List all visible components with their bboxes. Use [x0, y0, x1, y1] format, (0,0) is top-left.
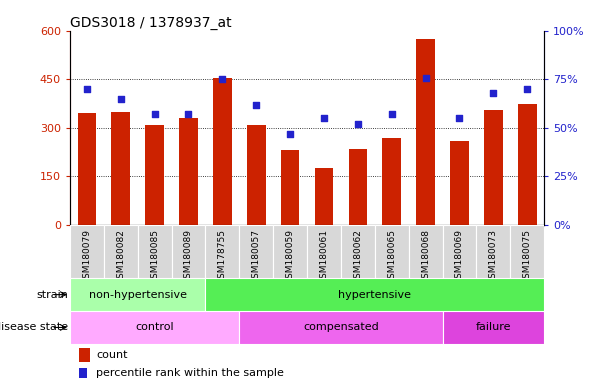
- Point: [251, 102, 261, 108]
- Bar: [213, 78, 232, 225]
- Bar: [315, 168, 333, 225]
- Bar: [443, 311, 544, 344]
- Point: [455, 115, 465, 121]
- Bar: [240, 311, 443, 344]
- Bar: [450, 141, 469, 225]
- Bar: [307, 225, 341, 278]
- Bar: [206, 225, 240, 278]
- Text: non-hypertensive: non-hypertensive: [89, 290, 187, 300]
- Bar: [80, 368, 87, 378]
- Text: GSM180061: GSM180061: [319, 229, 328, 284]
- Text: GSM180082: GSM180082: [116, 229, 125, 284]
- Text: GSM180073: GSM180073: [489, 229, 498, 284]
- Bar: [416, 39, 435, 225]
- Text: strain: strain: [36, 290, 68, 300]
- Text: hypertensive: hypertensive: [338, 290, 411, 300]
- Text: GSM180068: GSM180068: [421, 229, 430, 284]
- Point: [184, 111, 193, 118]
- Bar: [518, 104, 536, 225]
- Point: [116, 96, 126, 102]
- Bar: [171, 225, 206, 278]
- Point: [488, 90, 498, 96]
- Text: GSM180065: GSM180065: [387, 229, 396, 284]
- Bar: [70, 311, 240, 344]
- Text: percentile rank within the sample: percentile rank within the sample: [96, 368, 284, 378]
- Bar: [409, 225, 443, 278]
- Text: GSM180062: GSM180062: [353, 229, 362, 284]
- Bar: [510, 225, 544, 278]
- Text: GSM180089: GSM180089: [184, 229, 193, 284]
- Text: disease state: disease state: [0, 323, 68, 333]
- Point: [353, 121, 363, 127]
- Bar: [145, 125, 164, 225]
- Text: GDS3018 / 1378937_at: GDS3018 / 1378937_at: [70, 16, 232, 30]
- Point: [319, 115, 329, 121]
- Point: [522, 86, 532, 92]
- Text: GSM180075: GSM180075: [523, 229, 532, 284]
- Bar: [70, 225, 104, 278]
- Bar: [382, 137, 401, 225]
- Bar: [375, 225, 409, 278]
- Text: GSM178755: GSM178755: [218, 229, 227, 284]
- Text: GSM180069: GSM180069: [455, 229, 464, 284]
- Bar: [70, 278, 206, 311]
- Bar: [341, 225, 375, 278]
- Bar: [78, 113, 96, 225]
- Bar: [111, 112, 130, 225]
- Bar: [348, 149, 367, 225]
- Bar: [273, 225, 307, 278]
- Text: GSM180059: GSM180059: [286, 229, 295, 284]
- Point: [82, 86, 92, 92]
- Bar: [484, 110, 503, 225]
- Bar: [477, 225, 510, 278]
- Bar: [281, 151, 299, 225]
- Point: [285, 131, 295, 137]
- Text: GSM180085: GSM180085: [150, 229, 159, 284]
- Text: control: control: [136, 323, 174, 333]
- Text: count: count: [96, 350, 128, 360]
- Point: [218, 76, 227, 83]
- Bar: [80, 348, 90, 362]
- Point: [421, 74, 430, 81]
- Bar: [240, 225, 273, 278]
- Text: failure: failure: [475, 323, 511, 333]
- Bar: [443, 225, 477, 278]
- Bar: [104, 225, 137, 278]
- Bar: [206, 278, 544, 311]
- Bar: [137, 225, 171, 278]
- Point: [387, 111, 396, 118]
- Point: [150, 111, 159, 118]
- Text: GSM180057: GSM180057: [252, 229, 261, 284]
- Bar: [247, 125, 266, 225]
- Text: compensated: compensated: [303, 323, 379, 333]
- Text: GSM180079: GSM180079: [82, 229, 91, 284]
- Bar: [179, 118, 198, 225]
